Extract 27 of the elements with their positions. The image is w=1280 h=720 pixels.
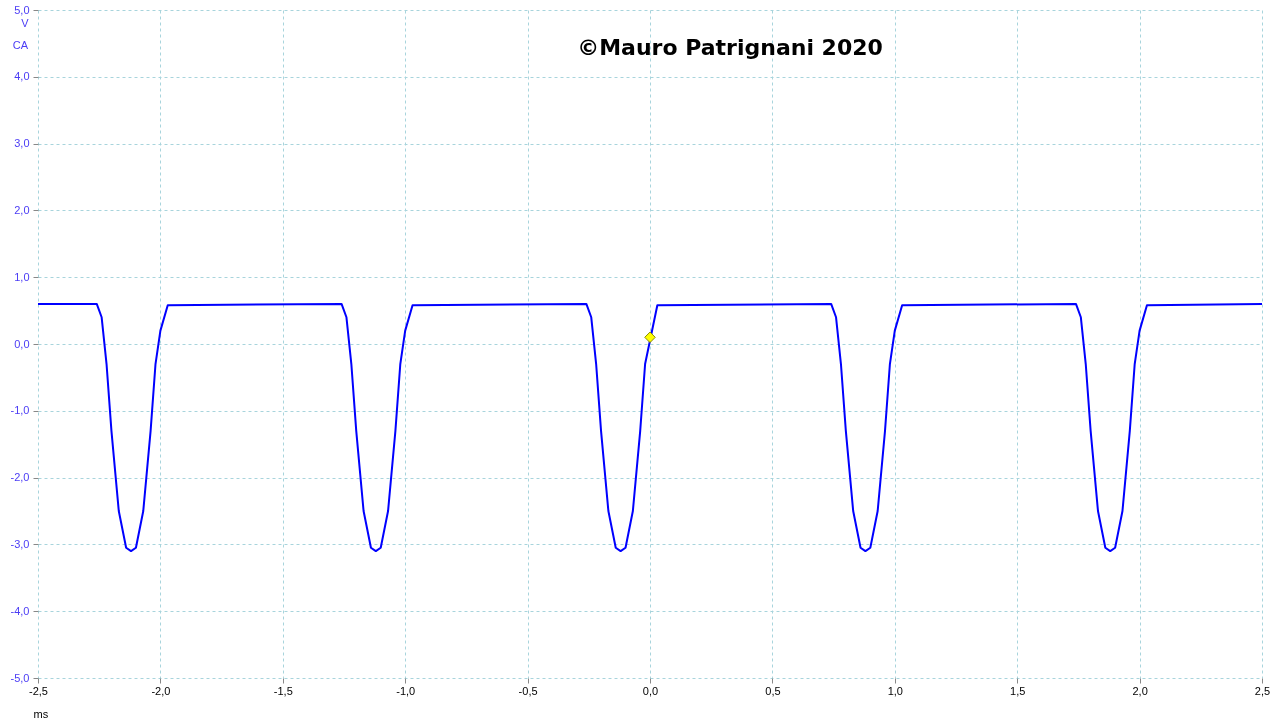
x-tick-label: 0,0 <box>642 684 659 697</box>
text: CA <box>12 39 29 51</box>
y-tick-label: -2,0 <box>10 471 30 484</box>
y-tick-label: -3,0 <box>10 537 30 550</box>
x-tick-label: 0,5 <box>765 684 781 697</box>
x-tick-label: -1,0 <box>396 684 416 697</box>
y-tick-label: 1,0 <box>14 270 30 283</box>
x-tick-label: 1,5 <box>1010 684 1026 697</box>
y-tick-label: 3,0 <box>14 137 30 150</box>
y-axis-title: V <box>21 16 30 29</box>
y-tick-label: 0,0 <box>14 337 30 350</box>
text: ©Mauro Patrignani 2020 <box>577 35 883 60</box>
y-tick-label: -4,0 <box>10 604 30 617</box>
x-tick-label: -1,5 <box>273 684 293 697</box>
x-tick-label: -2,5 <box>29 684 48 697</box>
x-tick-label: 2,5 <box>1254 684 1271 697</box>
y-tick-label: 4,0 <box>14 70 30 83</box>
x-tick-label: 1,0 <box>887 684 903 697</box>
y-tick-label: -5,0 <box>10 671 30 684</box>
x-tick-label: -2,0 <box>151 684 171 697</box>
y-tick-label: -1,0 <box>10 404 30 417</box>
x-axis-title: ms <box>33 707 49 720</box>
x-tick-label: 2,0 <box>1132 684 1148 697</box>
x-tick-label: -0,5 <box>518 684 538 697</box>
y-tick-label: 2,0 <box>14 203 30 216</box>
line-series <box>37 302 1263 553</box>
y-tick-label: 5,0 <box>14 3 30 16</box>
